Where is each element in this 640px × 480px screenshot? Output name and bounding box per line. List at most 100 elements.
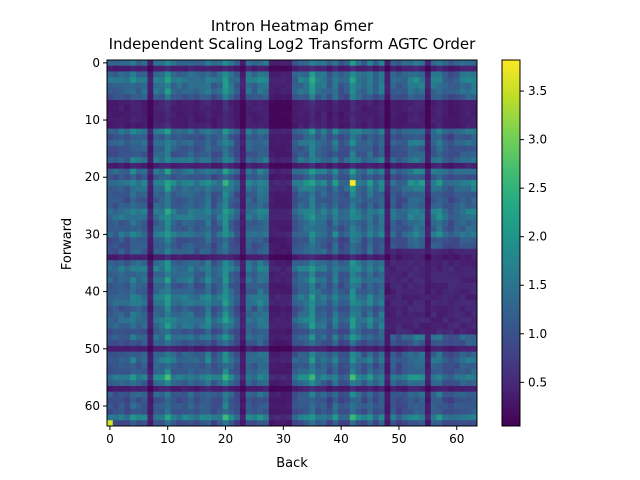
heatmap-cell [309, 345, 316, 353]
heatmap-cell [176, 117, 183, 124]
heatmap-cell [303, 351, 310, 358]
heatmap-cell [471, 65, 478, 72]
heatmap-cell [315, 385, 322, 393]
heatmap-cell [268, 117, 276, 124]
heatmap-cell [297, 311, 304, 318]
heatmap-cell [315, 231, 322, 238]
heatmap-cell [286, 380, 293, 387]
heatmap-cell [205, 128, 212, 135]
heatmap-cell [274, 122, 281, 130]
heatmap-cell [211, 294, 218, 301]
heatmap-cell [280, 385, 287, 393]
heatmap-cell [257, 191, 264, 198]
heatmap-cell [442, 105, 449, 112]
heatmap-cell [112, 197, 119, 204]
heatmap-cell [297, 202, 304, 210]
heatmap-cell [124, 351, 131, 358]
heatmap-cell [245, 162, 252, 170]
heatmap-cell [338, 300, 345, 307]
heatmap-cell [228, 157, 235, 164]
heatmap-cell [315, 185, 322, 192]
heatmap-cell [448, 397, 455, 404]
heatmap-cell [442, 208, 449, 215]
heatmap-cell [361, 225, 368, 232]
heatmap-cell [292, 71, 299, 78]
heatmap-cell [453, 237, 461, 244]
heatmap-cell [453, 317, 461, 324]
heatmap-cell [147, 340, 154, 347]
heatmap-cell [367, 151, 374, 158]
heatmap-cell [315, 374, 322, 381]
heatmap-cell [257, 231, 264, 238]
heatmap-cell [448, 60, 455, 67]
heatmap-cell [390, 265, 397, 272]
heatmap-cell [228, 82, 235, 89]
heatmap-cell [141, 420, 148, 427]
heatmap-cell [413, 100, 420, 107]
heatmap-cell [436, 225, 443, 232]
heatmap-cell [124, 94, 131, 101]
heatmap-cell [211, 168, 218, 175]
colorbar-tick-label: 2.5 [528, 181, 547, 195]
heatmap-cell [216, 105, 224, 112]
heatmap-cell [147, 105, 154, 112]
heatmap-cell [315, 174, 322, 181]
heatmap-cell [164, 374, 171, 381]
heatmap-cell [303, 311, 310, 318]
heatmap-cell [436, 271, 443, 278]
heatmap-cell [448, 374, 455, 381]
heatmap-cell [164, 385, 171, 393]
heatmap-cell [292, 357, 299, 364]
heatmap-cell [286, 317, 293, 324]
heatmap-cell [465, 145, 472, 152]
heatmap-cell [396, 357, 403, 364]
heatmap-cell [211, 180, 218, 187]
heatmap-cell [349, 277, 356, 284]
heatmap-cell [361, 134, 368, 141]
heatmap-cell [448, 71, 455, 78]
heatmap-cell [222, 323, 229, 330]
heatmap-cell [199, 391, 206, 398]
heatmap-cell [396, 202, 403, 210]
heatmap-cell [268, 105, 276, 112]
heatmap-cell [159, 374, 166, 381]
heatmap-cell [286, 420, 293, 427]
heatmap-cell [257, 323, 264, 330]
heatmap-cell [239, 277, 247, 284]
heatmap-cell [436, 351, 443, 358]
heatmap-cell [164, 248, 171, 255]
heatmap-cell [401, 385, 409, 393]
heatmap-cell [187, 191, 195, 198]
heatmap-cell [193, 225, 200, 232]
heatmap-cell [292, 385, 299, 393]
heatmap-cell [251, 414, 258, 421]
heatmap-cell [245, 311, 252, 318]
heatmap-cell [257, 208, 264, 215]
heatmap-cell [263, 311, 270, 318]
heatmap-cell [286, 231, 293, 238]
heatmap-cell [349, 140, 356, 147]
heatmap-cell [349, 191, 356, 198]
heatmap-cell [170, 174, 177, 181]
heatmap-cell [153, 180, 160, 187]
heatmap-cell [216, 174, 224, 181]
heatmap-cell [465, 357, 472, 364]
heatmap-cell [384, 328, 391, 335]
heatmap-cell [274, 334, 281, 341]
heatmap-cell [465, 122, 472, 130]
heatmap-cell [320, 403, 328, 410]
heatmap-cell [372, 168, 380, 175]
heatmap-cell [216, 254, 224, 261]
x-tick-label: 50 [391, 432, 406, 446]
heatmap-cell [344, 105, 351, 112]
heatmap-cell [257, 185, 264, 192]
heatmap-cell [390, 174, 397, 181]
heatmap-cell [315, 111, 322, 118]
heatmap-cell [401, 397, 409, 404]
heatmap-cell [193, 122, 200, 130]
heatmap-cell [107, 145, 114, 152]
heatmap-cell [135, 363, 143, 370]
heatmap-cell [147, 288, 154, 295]
heatmap-cell [187, 265, 195, 272]
heatmap-cell [396, 305, 403, 313]
